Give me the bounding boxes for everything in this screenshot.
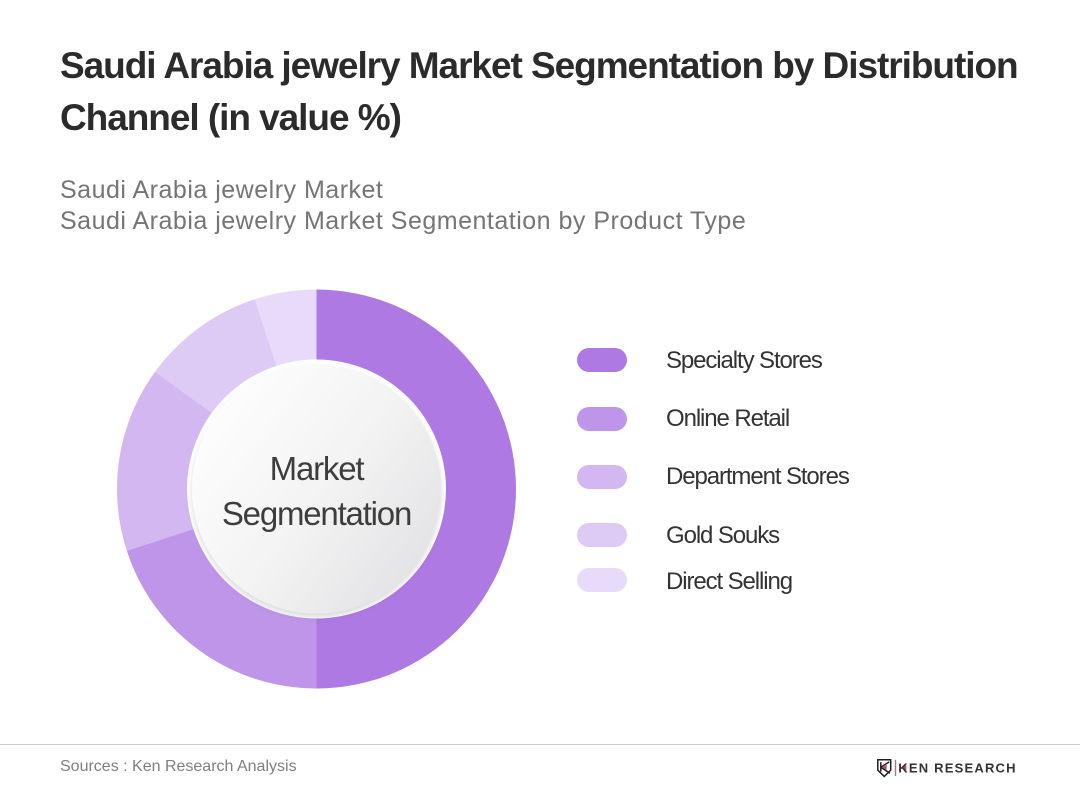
svg-text:KEN RESEARCH: KEN RESEARCH xyxy=(898,760,1016,775)
